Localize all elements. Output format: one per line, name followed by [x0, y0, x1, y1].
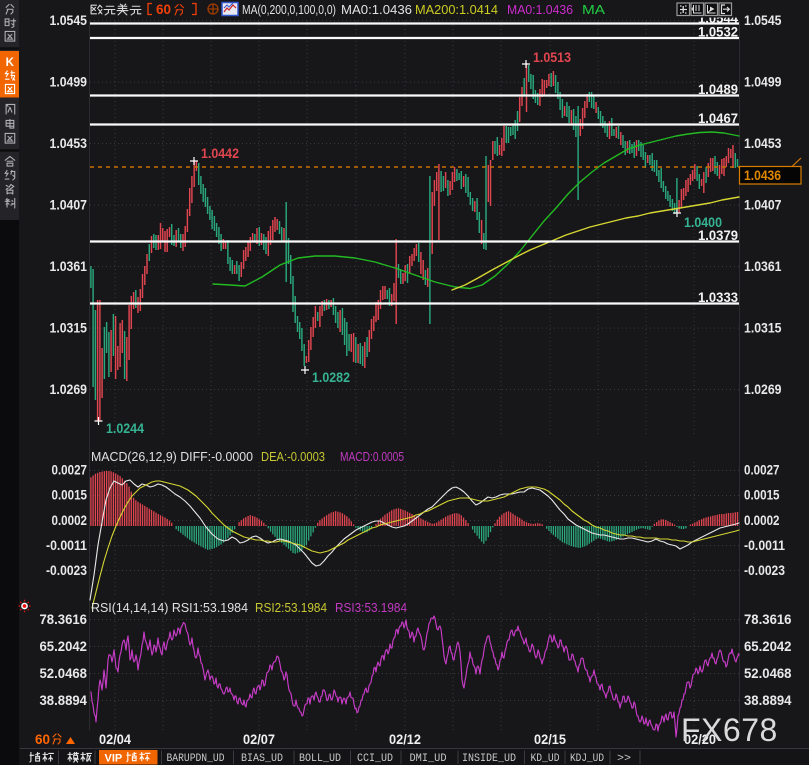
- svg-text:0.0002: 0.0002: [52, 513, 88, 528]
- svg-text:60: 60: [35, 732, 50, 747]
- svg-text:VIP: VIP: [105, 753, 123, 765]
- svg-text:1.0407: 1.0407: [744, 198, 782, 213]
- svg-text:RSI(14,14,14) RSI1:53.1984: RSI(14,14,14) RSI1:53.1984: [91, 600, 248, 615]
- svg-text:FX678: FX678: [681, 712, 778, 748]
- svg-text:02/12: 02/12: [389, 732, 421, 747]
- svg-text:02/04: 02/04: [99, 732, 131, 747]
- svg-text:>>: >>: [617, 753, 631, 765]
- svg-text:1.0315: 1.0315: [50, 321, 88, 336]
- svg-text:1.0282: 1.0282: [312, 370, 350, 385]
- svg-text:BIAS_UD: BIAS_UD: [241, 753, 283, 765]
- svg-text:1.0453: 1.0453: [744, 136, 782, 151]
- svg-text:02/20: 02/20: [684, 732, 716, 747]
- svg-text:52.0468: 52.0468: [744, 666, 792, 681]
- svg-text:-0.0023: -0.0023: [46, 563, 87, 578]
- svg-text:-0.0011: -0.0011: [744, 538, 785, 553]
- svg-text:60: 60: [156, 2, 171, 17]
- svg-text:MA(0,200,0,100,0,0): MA(0,200,0,100,0,0): [242, 2, 336, 17]
- svg-text:1.0269: 1.0269: [744, 382, 782, 397]
- svg-text:1.0436: 1.0436: [744, 168, 781, 183]
- svg-text:1.0269: 1.0269: [50, 382, 88, 397]
- svg-text:1.0361: 1.0361: [50, 259, 88, 274]
- svg-text:1.0532: 1.0532: [698, 25, 738, 40]
- svg-text:-0.0023: -0.0023: [744, 563, 785, 578]
- svg-text:65.2042: 65.2042: [744, 639, 792, 654]
- svg-text:KD_UD: KD_UD: [531, 753, 560, 765]
- svg-text:0.0027: 0.0027: [744, 463, 780, 478]
- svg-text:78.3616: 78.3616: [744, 612, 792, 627]
- svg-text:RSI3:53.1984: RSI3:53.1984: [335, 600, 407, 615]
- svg-text:MACD:0.0005: MACD:0.0005: [340, 449, 404, 464]
- svg-text:0.0002: 0.0002: [744, 513, 780, 528]
- svg-text:1.0453: 1.0453: [50, 136, 88, 151]
- svg-text:MA0:1.0436: MA0:1.0436: [341, 2, 412, 17]
- svg-text:78.3616: 78.3616: [40, 612, 88, 627]
- svg-text:DMI_UD: DMI_UD: [410, 753, 447, 765]
- svg-text:MACD(26,12,9) DIFF:-0.0000: MACD(26,12,9) DIFF:-0.0000: [91, 449, 253, 464]
- svg-text:INSIDE_UD: INSIDE_UD: [462, 753, 516, 765]
- svg-text:1.0407: 1.0407: [50, 198, 88, 213]
- svg-text:1.0244: 1.0244: [106, 421, 144, 436]
- svg-text:1.0545: 1.0545: [744, 13, 782, 28]
- svg-text:DEA:-0.0003: DEA:-0.0003: [261, 449, 325, 464]
- svg-text:1.0379: 1.0379: [698, 228, 738, 243]
- svg-text:0.0027: 0.0027: [52, 463, 88, 478]
- svg-text:MA: MA: [582, 2, 605, 17]
- svg-text:0.0015: 0.0015: [744, 488, 780, 503]
- svg-text:1.0315: 1.0315: [744, 321, 782, 336]
- svg-text:1.0442: 1.0442: [201, 146, 239, 161]
- svg-text:52.0468: 52.0468: [40, 666, 88, 681]
- svg-text:0.0015: 0.0015: [52, 488, 88, 503]
- svg-text:02/07: 02/07: [243, 732, 275, 747]
- svg-text:1.0544: 1.0544: [698, 11, 738, 26]
- svg-text:CCI_UD: CCI_UD: [357, 753, 393, 765]
- svg-text:1.0467: 1.0467: [698, 111, 738, 126]
- svg-text:1.0489: 1.0489: [698, 82, 738, 97]
- svg-text:65.2042: 65.2042: [40, 639, 88, 654]
- svg-text:1.0545: 1.0545: [50, 13, 88, 28]
- svg-text:1.0333: 1.0333: [698, 290, 738, 305]
- svg-text:MA200:1.0414: MA200:1.0414: [415, 2, 498, 17]
- svg-text:38.8894: 38.8894: [40, 693, 88, 708]
- svg-text:1.0499: 1.0499: [744, 75, 782, 90]
- svg-text:02/15: 02/15: [534, 732, 566, 747]
- svg-text:BOLL_UD: BOLL_UD: [299, 753, 341, 765]
- svg-text:1.0361: 1.0361: [744, 259, 782, 274]
- svg-text:RSI2:53.1984: RSI2:53.1984: [255, 600, 327, 615]
- svg-text:1.0513: 1.0513: [533, 50, 571, 65]
- svg-text:1.0499: 1.0499: [50, 75, 88, 90]
- svg-text:BARUPDN_UD: BARUPDN_UD: [167, 753, 225, 765]
- svg-text:1.0400: 1.0400: [684, 215, 722, 230]
- svg-text:-0.0011: -0.0011: [46, 538, 87, 553]
- svg-text:K: K: [6, 57, 15, 69]
- svg-text:MA0:1.0436: MA0:1.0436: [507, 2, 573, 17]
- svg-text:KDJ_UD: KDJ_UD: [570, 753, 604, 765]
- svg-text:38.8894: 38.8894: [744, 693, 792, 708]
